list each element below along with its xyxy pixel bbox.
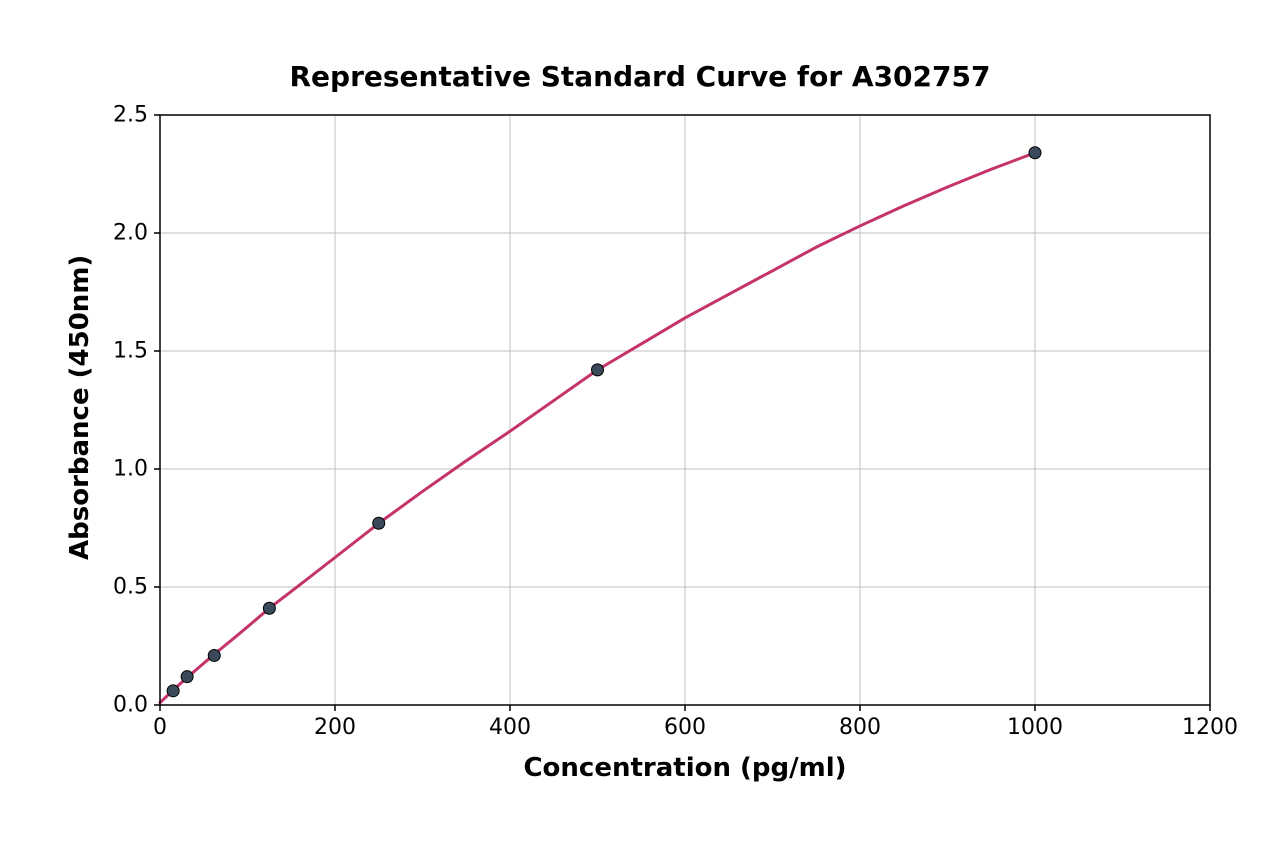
figure: Representative Standard Curve for A30275… xyxy=(0,0,1280,845)
y-tick-label: 1.0 xyxy=(113,457,148,482)
chart-title: Representative Standard Curve for A30275… xyxy=(0,60,1280,93)
x-tick-label: 1200 xyxy=(1182,715,1238,740)
x-tick-label: 800 xyxy=(839,715,881,740)
x-tick-label: 600 xyxy=(664,715,706,740)
plot-area xyxy=(160,115,1210,705)
x-tick-label: 0 xyxy=(153,715,167,740)
y-tick-label: 2.5 xyxy=(113,103,148,128)
y-tick-label: 1.5 xyxy=(113,339,148,364)
y-tick-label: 0.0 xyxy=(113,693,148,718)
x-tick-label: 200 xyxy=(314,715,356,740)
x-tick-label: 400 xyxy=(489,715,531,740)
y-axis-label: Absorbance (450nm) xyxy=(65,255,95,560)
chart-svg xyxy=(160,115,1210,705)
y-tick-label: 2.0 xyxy=(113,221,148,246)
y-tick-label: 0.5 xyxy=(113,575,148,600)
x-tick-label: 1000 xyxy=(1007,715,1063,740)
x-axis-label: Concentration (pg/ml) xyxy=(523,753,846,783)
